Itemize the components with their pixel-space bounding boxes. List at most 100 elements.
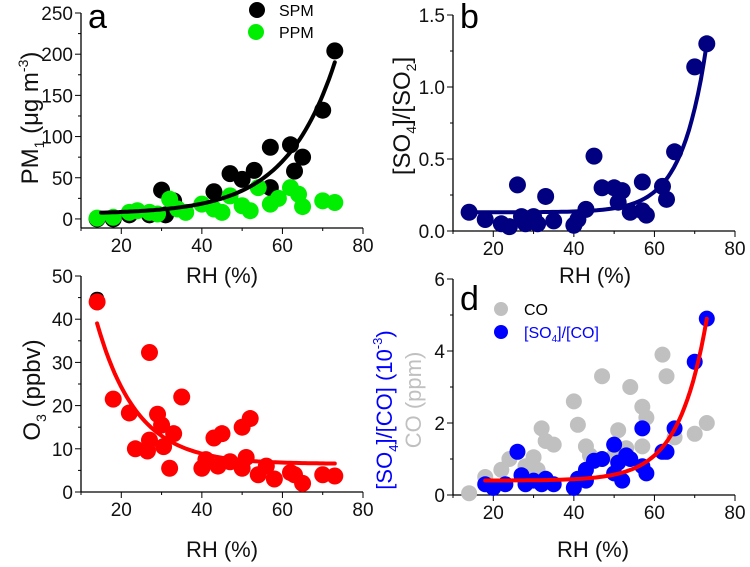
panel-c-y-tick-label: 40 — [52, 310, 73, 331]
panel-d-ylabel-so4co: [SO4]/[CO] (10-3) — [370, 330, 401, 489]
panel-a-y-tick-label: 250 — [41, 4, 73, 25]
panel-d-fit-curve — [483, 316, 709, 483]
panel-b-x-tick-label: 20 — [483, 239, 504, 260]
panel-b-point — [529, 215, 547, 233]
panel-c-fit-curve — [95, 321, 337, 466]
panel-a-x-tick-label: 80 — [352, 236, 373, 257]
panel-d-xlabel: RH (%) — [557, 537, 629, 562]
panel-a-legend: SPM PPM — [248, 2, 314, 42]
panel-d-point — [622, 379, 639, 395]
panel-d-y-tick-label: 6 — [434, 270, 445, 291]
panel-c-point — [237, 448, 255, 466]
panel-c-y-tick-label: 30 — [52, 353, 73, 374]
panel-b-y-tick-label: 1.0 — [419, 78, 445, 99]
panel-c-xlabel: RH (%) — [186, 537, 258, 562]
panel-d-point — [461, 485, 478, 502]
panel-a-point — [213, 203, 231, 221]
panel-d-point — [610, 422, 627, 439]
panel-a-point — [294, 148, 312, 166]
panel-a-y-tick-label: 100 — [41, 128, 73, 149]
panel-d-x-tick-label: 40 — [563, 503, 584, 524]
panel-d-point — [569, 416, 586, 433]
panel-b-letter: b — [460, 0, 479, 36]
panel-a-point — [261, 138, 279, 156]
panel-b-fit-curve — [467, 41, 709, 215]
panel-a-point — [326, 42, 344, 60]
panel-a-xlabel: RH (%) — [186, 263, 258, 288]
panel-c-point — [213, 425, 231, 443]
panel-b-point — [500, 218, 518, 236]
panel-b-point — [637, 206, 655, 224]
panel-d-point — [525, 449, 542, 466]
panel-d-point — [622, 451, 639, 467]
panel-a-point — [241, 202, 259, 220]
legend-marker-spm — [249, 2, 265, 18]
panel-a-fit-curve — [99, 60, 337, 215]
legend-label-co: CO — [524, 302, 548, 319]
panel-d-letter: d — [460, 280, 479, 318]
panel-d-y-tick-label: 0 — [434, 486, 445, 507]
panel-c-point — [294, 474, 312, 492]
panel-c-point — [173, 388, 191, 406]
legend-marker-so4co — [494, 325, 508, 339]
panel-d-ylabel-co: CO (ppm) — [401, 352, 426, 449]
panel-c-x-tick-label: 60 — [272, 500, 293, 521]
panel-c-point — [140, 431, 158, 449]
panel-c: 20 40 60 80 0 10 20 30 40 50 — [52, 267, 374, 521]
panel-d-point — [654, 346, 671, 363]
panel-c-series-0 — [88, 293, 344, 492]
panel-a-x-tick-label: 60 — [272, 236, 293, 257]
panel-b-x-tick-label: 40 — [563, 239, 584, 260]
panel-c-point — [104, 390, 122, 408]
panel-b-y-tick-label: 0.0 — [419, 222, 445, 243]
panel-a-x-tick-label: 40 — [191, 236, 212, 257]
panel-a-point — [233, 170, 251, 188]
panel-d-point — [485, 479, 502, 496]
panel-a-point — [294, 198, 312, 216]
panel-d-point — [565, 393, 582, 410]
panel-c-ylabel: O3 (ppbv) — [19, 339, 49, 440]
panel-a-point — [245, 161, 263, 179]
panel-c-point — [88, 293, 106, 311]
panel-d-x-tick-label: 80 — [724, 503, 745, 524]
panel-d-point — [594, 451, 611, 467]
panel-c-point — [161, 459, 179, 477]
legend-label-ppm: PPM — [279, 25, 314, 42]
panel-d-point — [533, 420, 550, 437]
panel-d-legend: CO [SO4]/[CO] — [494, 302, 599, 345]
panel-a-point — [326, 193, 344, 211]
panel-c-point — [155, 438, 173, 456]
panel-a-point — [205, 183, 223, 201]
panel-b-x-tick-label: 80 — [724, 239, 745, 260]
panel-b-point — [633, 173, 651, 191]
panel-c-y-tick-label: 20 — [52, 397, 73, 418]
panel-d-point — [686, 425, 703, 442]
panel-b-point — [585, 147, 603, 165]
panel-a-y-tick-label: 150 — [41, 86, 73, 107]
panel-c-x-tick-label: 80 — [352, 500, 373, 521]
panel-a-y-tick-label: 0 — [62, 210, 73, 231]
panel-b-series-0 — [460, 35, 716, 236]
panel-d-point — [606, 436, 623, 453]
panel-c-y-tick-label: 10 — [52, 440, 73, 461]
legend-label-spm: SPM — [279, 3, 314, 20]
panel-b-point — [545, 212, 563, 230]
legend-marker-ppm — [248, 24, 264, 40]
panel-b-point — [537, 187, 555, 205]
legend-label-so4co: [SO4]/[CO] — [524, 325, 599, 345]
panel-b-point — [686, 58, 704, 76]
panel-d-x-tick-label: 60 — [644, 503, 665, 524]
panel-a-ylabel: PM1 (μg m-3) — [15, 52, 47, 185]
panel-a-point — [286, 162, 304, 180]
panel-a: 20 40 60 80 0 50 100 150 200 250 — [41, 4, 373, 257]
panel-d-point — [545, 436, 562, 453]
panel-b-point — [508, 176, 526, 194]
panel-b-point — [476, 210, 494, 228]
panel-c-x-tick-label: 20 — [111, 500, 132, 521]
panel-c-point — [140, 343, 158, 361]
panel-a-x-tick-label: 20 — [111, 236, 132, 257]
panel-d-point — [638, 465, 655, 482]
panel-b: 20 40 60 80 0.0 0.5 1.0 1.5 — [419, 6, 746, 260]
panel-b-ylabel: [SO4]/[SO2] — [389, 57, 419, 175]
